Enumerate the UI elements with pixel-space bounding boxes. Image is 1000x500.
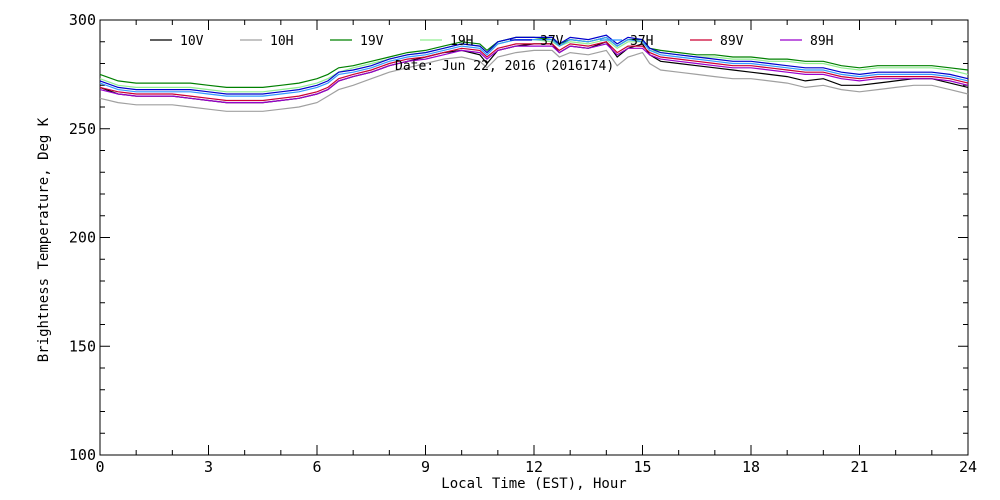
x-tick-label: 0 — [95, 458, 104, 476]
plot-frame — [99, 19, 969, 456]
y-axis-label: Brightness Temperature, Deg K — [36, 117, 52, 362]
series-line-37v — [99, 34, 969, 95]
x-tick-label: 12 — [525, 458, 543, 476]
y-tick-label: 100 — [69, 446, 96, 464]
series-line-10h — [99, 49, 969, 112]
y-tick-label: 300 — [69, 11, 96, 29]
y-tick-label: 150 — [69, 337, 96, 355]
legend-label: 19V — [360, 34, 384, 49]
series-line-37h — [99, 36, 969, 97]
x-tick-label: 24 — [959, 458, 977, 476]
legend-label: 37H — [630, 34, 653, 49]
x-tick-label: 15 — [633, 458, 651, 476]
series-layer — [99, 34, 969, 112]
ticks-layer: 0 3 6 9 12 15 18 21 24 100 150 200 250 300 — [69, 11, 977, 476]
x-tick-label: 18 — [742, 458, 760, 476]
legend-label: 10H — [270, 34, 293, 49]
x-tick-label: 9 — [421, 458, 430, 476]
series-line-89v — [99, 41, 969, 102]
x-tick-label: 21 — [850, 458, 868, 476]
x-tick-label: 6 — [312, 458, 321, 476]
legend: 10V 10H 19V 19H 37V 37H 89V 89H — [150, 34, 833, 49]
legend-label: 19H — [450, 34, 473, 49]
series-line-19h — [99, 38, 969, 93]
x-tick-label: 3 — [204, 458, 213, 476]
series-line-89h — [99, 43, 969, 104]
x-axis-label: Local Time (EST), Hour — [441, 476, 626, 492]
date-annotation: Date: Jun 22, 2016 (2016174) — [395, 59, 614, 74]
legend-label: 89H — [810, 34, 833, 49]
legend-label: 10V — [180, 34, 204, 49]
y-tick-label: 200 — [69, 229, 96, 247]
legend-label: 37V — [540, 34, 564, 49]
series-line-19v — [99, 36, 969, 89]
y-tick-label: 250 — [69, 120, 96, 138]
legend-label: 89V — [720, 34, 744, 49]
